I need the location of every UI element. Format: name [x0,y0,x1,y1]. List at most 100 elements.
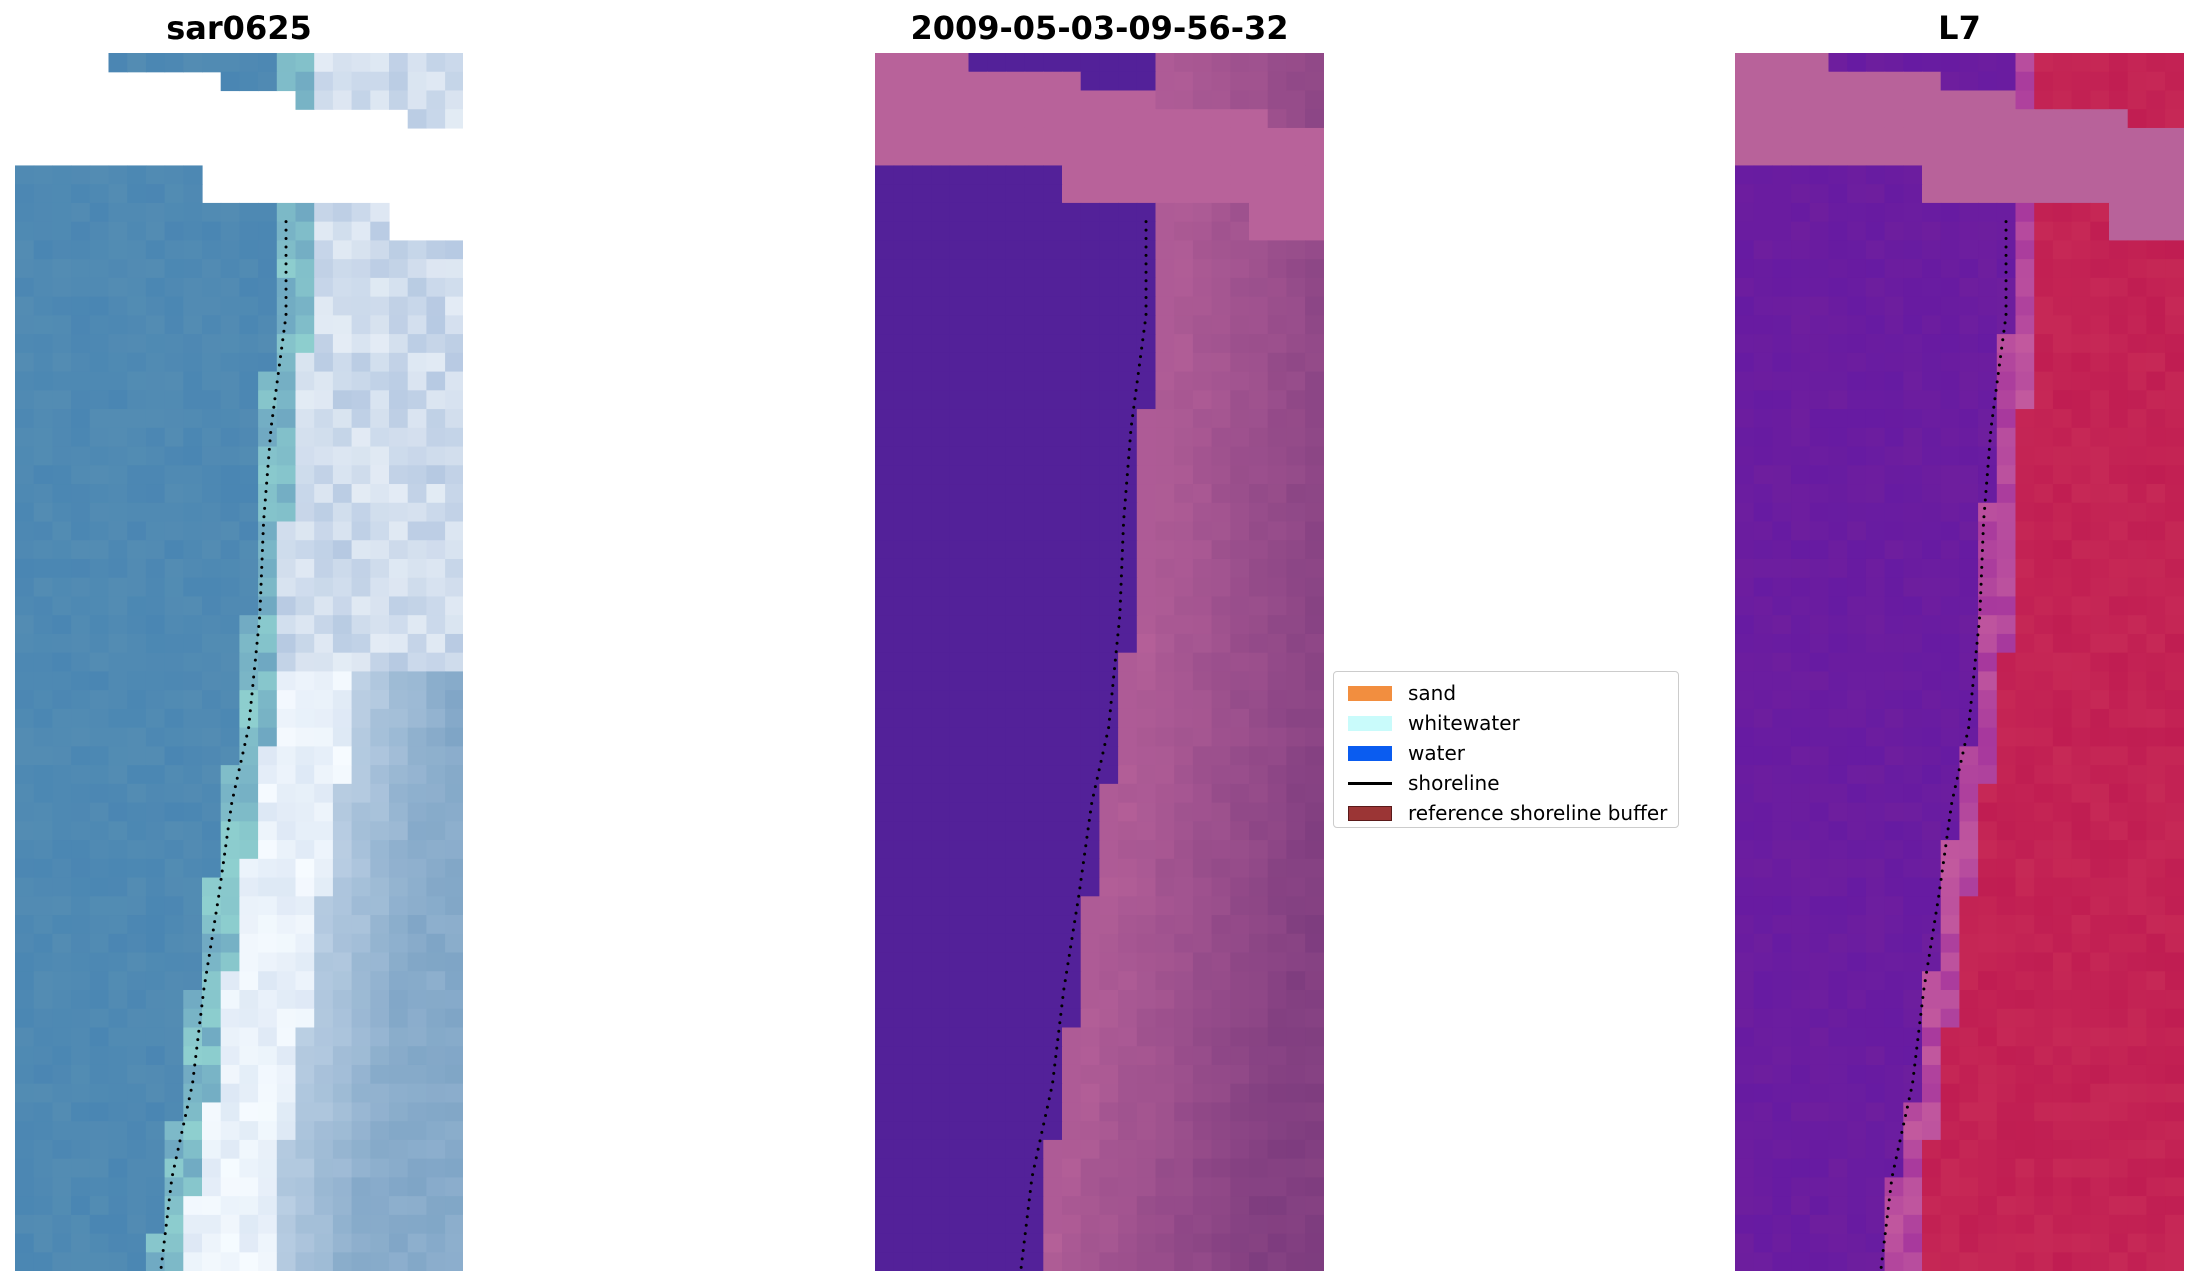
image-pixel [89,746,110,766]
image-pixel [258,596,278,616]
image-pixel [1865,746,1886,766]
image-pixel [1286,184,1306,204]
image-pixel [1211,952,1231,972]
image-pixel [445,334,463,354]
image-pixel [2090,371,2110,391]
image-pixel [1267,334,1287,354]
image-pixel [445,427,463,448]
shoreline-point [218,886,222,890]
image-pixel [987,484,1007,504]
image-pixel [1249,90,1269,110]
image-pixel [2127,1046,2147,1066]
image-pixel [2165,315,2184,335]
image-pixel [1024,1196,1044,1216]
image-pixel [968,1252,988,1271]
image-pixel [1959,615,1979,635]
image-pixel [108,765,128,785]
image-pixel [2127,596,2147,616]
shoreline-point [1978,608,1982,612]
image-pixel [1192,990,1213,1010]
image-pixel [1024,1102,1044,1122]
image-pixel [1978,840,1998,860]
image-pixel [389,371,409,391]
image-pixel [1062,708,1082,729]
image-pixel [2109,783,2129,804]
image-pixel [351,708,371,729]
image-pixel [1080,540,1100,560]
shoreline-point [281,338,285,342]
image-pixel [239,53,259,73]
image-pixel [875,296,895,316]
image-pixel [164,952,184,972]
image-pixel [1922,165,1942,185]
image-pixel [33,1139,53,1160]
image-pixel [1996,90,2017,110]
image-pixel [1062,390,1082,410]
image-pixel [1735,71,1755,92]
image-pixel [1249,409,1269,429]
shoreline-point [1892,1164,1896,1168]
image-pixel [1174,259,1194,279]
image-pixel [89,409,110,429]
image-pixel [931,540,951,560]
image-pixel [1155,390,1175,410]
image-pixel [1791,71,1811,92]
image-pixel [1080,465,1100,485]
image-pixel [893,1102,913,1122]
image-pixel [2165,1027,2184,1047]
image-pixel [1080,146,1100,167]
image-pixel [2127,221,2147,241]
image-pixel [1772,71,1792,92]
image-pixel [239,221,259,241]
image-pixel [127,558,147,579]
shoreline-point [239,759,243,763]
image-pixel [968,1196,988,1216]
image-pixel [1903,277,1923,298]
image-pixel [1791,615,1811,635]
image-pixel [1005,802,1026,822]
image-pixel [1809,71,1830,92]
image-pixel [987,221,1007,241]
image-pixel [1043,990,1063,1010]
image-pixel [1249,746,1269,766]
image-pixel [1043,465,1063,485]
image-pixel [1940,240,1960,260]
image-pixel [1005,427,1026,448]
image-pixel [389,933,409,954]
image-pixel [1062,858,1082,879]
image-pixel [2015,296,2035,316]
image-pixel [1024,1008,1044,1029]
image-pixel [1753,409,1773,429]
image-pixel [1211,146,1231,167]
image-pixel [1155,577,1175,598]
image-pixel [145,390,166,410]
image-pixel [1211,1083,1231,1104]
image-pixel [893,390,913,410]
image-pixel [1005,596,1026,616]
image-pixel [1305,1252,1324,1271]
image-pixel [1099,596,1119,616]
image-pixel [52,952,72,972]
image-pixel [2109,1252,2129,1271]
image-pixel [2165,71,2184,92]
image-pixel [1211,1102,1231,1122]
image-pixel [1922,409,1942,429]
image-pixel [2146,1046,2166,1066]
image-pixel [145,221,166,241]
image-pixel [1005,915,1026,935]
image-pixel [1249,221,1269,241]
image-pixel [1959,71,1979,92]
image-pixel [1043,690,1063,710]
image-pixel [332,652,353,673]
image-pixel [2015,1083,2035,1104]
image-pixel [1791,109,1811,129]
image-pixel [332,352,353,373]
image-pixel [314,1177,334,1197]
image-pixel [968,671,988,691]
image-pixel [2165,652,2184,673]
image-pixel [912,1196,932,1216]
image-pixel [1155,202,1175,223]
image-pixel [145,502,166,523]
image-pixel [1174,915,1194,935]
image-pixel [89,971,110,991]
